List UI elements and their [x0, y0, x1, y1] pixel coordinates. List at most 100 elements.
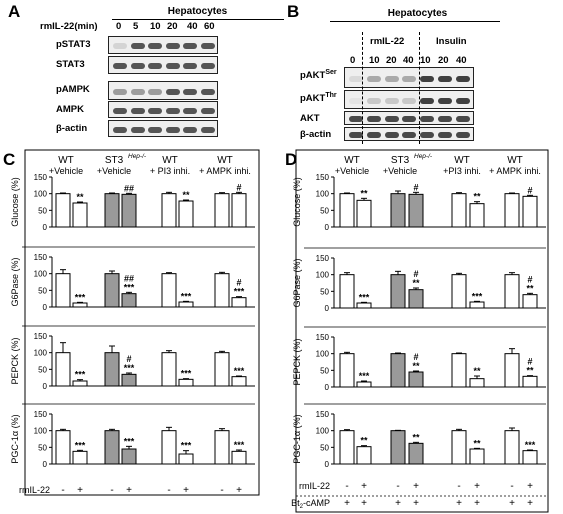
- treatment-sign: +: [395, 498, 401, 509]
- blot-band: [455, 116, 470, 122]
- blot-band: [130, 107, 145, 114]
- bar: [72, 450, 88, 465]
- bar: [104, 273, 120, 308]
- panel-a-time-0: 0: [116, 21, 122, 32]
- y-tick-label: 50: [38, 443, 47, 452]
- panel-a-time-10: 10: [150, 21, 161, 32]
- row-name: β-actin: [300, 129, 332, 140]
- treatment-sign: -: [510, 481, 513, 492]
- blot-band: [165, 126, 180, 133]
- blot-band: [349, 97, 363, 104]
- panel-b-group-insulin: Insulin: [436, 36, 467, 47]
- blot-band: [420, 116, 435, 122]
- bar: [214, 352, 230, 387]
- significance-marker: **: [182, 190, 190, 200]
- bar: [469, 448, 485, 465]
- blot-band: [349, 132, 363, 138]
- panel-a-row-label: β-actin: [56, 123, 88, 134]
- western-blot-strip: [108, 101, 218, 118]
- blot-band: [349, 75, 363, 82]
- y-axis-label: PGC-1α (%): [292, 414, 302, 463]
- treatment-sign: -: [167, 485, 170, 496]
- bar: [231, 450, 247, 465]
- y-tick-label: 0: [43, 303, 48, 312]
- treatment-sign: +: [456, 498, 462, 509]
- panel-b-row-label: pAKTThr: [300, 92, 337, 104]
- panel-label-d: D: [285, 150, 298, 169]
- panel-a-time-60: 60: [204, 21, 215, 32]
- significance-marker: #: [126, 354, 131, 364]
- panel-b-time-point: 10: [369, 55, 380, 66]
- y-tick-label: 0: [325, 223, 330, 232]
- bar: [55, 430, 71, 465]
- blot-band: [113, 126, 127, 133]
- bar: [178, 453, 194, 465]
- y-tick-label: 150: [34, 410, 48, 419]
- significance-marker: ##: [124, 273, 134, 283]
- bar: [390, 430, 406, 465]
- blot-band: [455, 97, 470, 104]
- panel-b-title: Hepatocytes: [387, 8, 448, 19]
- y-tick-label: 50: [320, 443, 329, 452]
- significance-marker: **: [526, 366, 534, 376]
- blot-band: [113, 107, 127, 114]
- blot-band: [130, 63, 145, 69]
- treatment-sign: +: [413, 498, 419, 509]
- blot-band: [183, 126, 197, 133]
- blot-band: [402, 116, 417, 122]
- blot-band: [148, 126, 162, 133]
- panel-b-time-point: 20: [438, 55, 449, 66]
- bar: [55, 352, 71, 387]
- treatment-sign: -: [220, 485, 223, 496]
- bar: [469, 203, 485, 228]
- blot-band: [420, 132, 435, 138]
- panel-a-title-underline: [112, 19, 284, 20]
- blot-band: [438, 75, 452, 82]
- bar: [356, 381, 372, 388]
- significance-marker: **: [360, 436, 368, 446]
- blot-band: [455, 75, 470, 82]
- blot-band: [366, 116, 381, 122]
- blot-band: [384, 132, 399, 138]
- bar: [522, 375, 538, 388]
- group-title: WT: [58, 155, 74, 166]
- y-tick-label: 150: [316, 333, 330, 342]
- dashed-separator: [419, 32, 420, 144]
- blot-band: [113, 63, 127, 69]
- y-tick-label: 50: [38, 286, 47, 295]
- bar: [504, 353, 520, 388]
- bar: [121, 373, 137, 387]
- bar: [469, 378, 485, 388]
- significance-marker: **: [412, 432, 420, 442]
- western-blot-strip: [344, 111, 474, 125]
- significance-marker: ***: [359, 292, 370, 302]
- bar: [55, 273, 71, 308]
- group-title: ST3: [391, 155, 410, 166]
- blot-band: [148, 63, 162, 69]
- significance-marker: **: [526, 283, 534, 293]
- bar: [522, 195, 538, 228]
- treatment-sign: -: [396, 481, 399, 492]
- blot-band: [200, 126, 215, 133]
- y-tick-label: 0: [43, 460, 48, 469]
- blot-band: [349, 116, 363, 122]
- significance-marker: ##: [124, 183, 134, 193]
- bar: [390, 274, 406, 309]
- group-title: WT: [162, 155, 178, 166]
- significance-marker: #: [236, 182, 241, 192]
- bar: [451, 274, 467, 309]
- y-tick-label: 100: [34, 270, 48, 279]
- panel-b-time-point: 40: [456, 55, 467, 66]
- bar: [339, 430, 355, 465]
- western-blot-strip: [344, 67, 474, 88]
- group-subtitle: +Vehicle: [97, 166, 131, 176]
- blot-band: [148, 88, 162, 95]
- blot-band: [165, 43, 180, 49]
- treatment-sign: +: [236, 485, 242, 496]
- group-subtitle: +PI3 inhi.: [443, 166, 481, 176]
- bar: [451, 353, 467, 388]
- significance-marker: #: [413, 269, 418, 279]
- group-title-superscript: Hep-/-: [414, 153, 433, 160]
- group-subtitle: + PI3 inhi.: [150, 166, 190, 176]
